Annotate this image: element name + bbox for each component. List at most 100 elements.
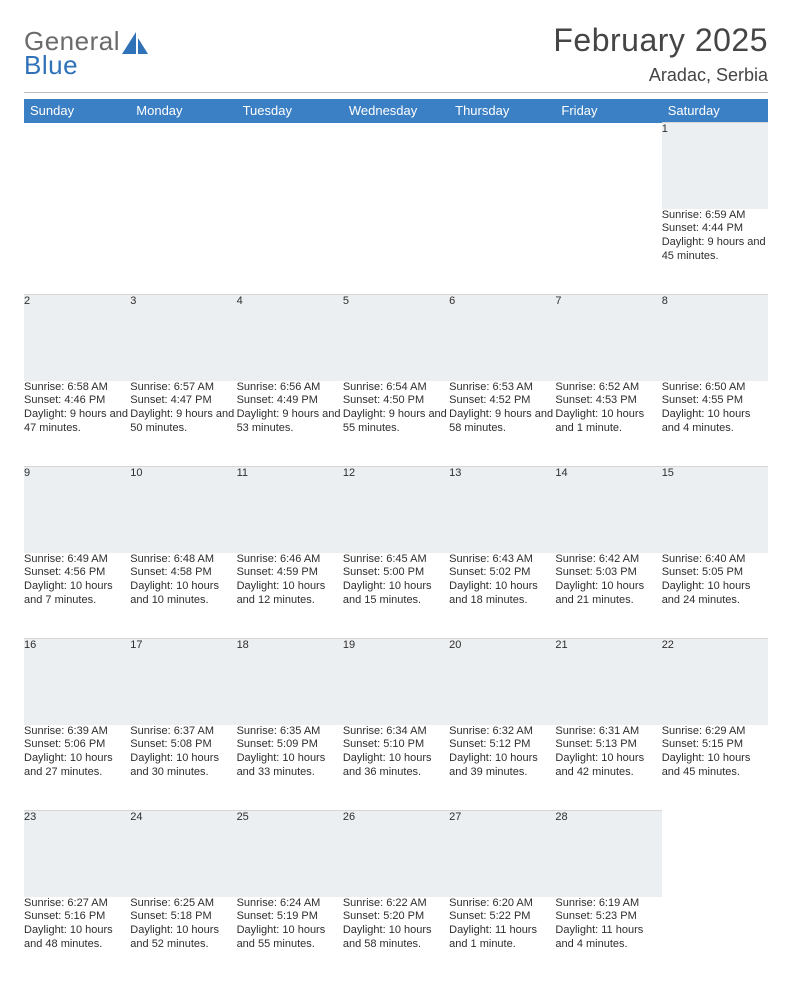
- day-details-cell: Sunrise: 6:59 AMSunset: 4:44 PMDaylight:…: [662, 209, 768, 295]
- details-row: Sunrise: 6:58 AMSunset: 4:46 PMDaylight:…: [24, 381, 768, 467]
- sunset-line: Sunset: 5:19 PM: [237, 910, 343, 924]
- header-divider: [24, 92, 768, 93]
- daynum-row: 9101112131415: [24, 467, 768, 553]
- sunrise-line: Sunrise: 6:29 AM: [662, 725, 768, 739]
- daylight-line: Daylight: 9 hours and 50 minutes.: [130, 408, 236, 436]
- day-number-cell: 9: [24, 467, 130, 553]
- calendar-page: General Blue February 2025 Aradac, Serbi…: [0, 0, 792, 995]
- day-details-cell: Sunrise: 6:57 AMSunset: 4:47 PMDaylight:…: [130, 381, 236, 467]
- sunrise-line: Sunrise: 6:24 AM: [237, 897, 343, 911]
- daynum-row: 1: [24, 123, 768, 209]
- day-details-cell: Sunrise: 6:22 AMSunset: 5:20 PMDaylight:…: [343, 897, 449, 983]
- day-number-cell: 18: [237, 639, 343, 725]
- day-number-cell: 10: [130, 467, 236, 553]
- daylight-line: Daylight: 10 hours and 52 minutes.: [130, 924, 236, 952]
- sunset-line: Sunset: 5:16 PM: [24, 910, 130, 924]
- day-details-cell: [662, 897, 768, 983]
- calendar-thead: Sunday Monday Tuesday Wednesday Thursday…: [24, 99, 768, 123]
- sunset-line: Sunset: 4:44 PM: [662, 222, 768, 236]
- daynum-row: 232425262728: [24, 811, 768, 897]
- day-details-cell: [343, 209, 449, 295]
- daynum-row: 2345678: [24, 295, 768, 381]
- day-number-cell: [24, 123, 130, 209]
- daylight-line: Daylight: 10 hours and 48 minutes.: [24, 924, 130, 952]
- daylight-line: Daylight: 10 hours and 55 minutes.: [237, 924, 343, 952]
- daylight-line: Daylight: 10 hours and 45 minutes.: [662, 752, 768, 780]
- sunset-line: Sunset: 4:58 PM: [130, 566, 236, 580]
- sunset-line: Sunset: 5:15 PM: [662, 738, 768, 752]
- weekday-header: Thursday: [449, 99, 555, 123]
- day-number-cell: [555, 123, 661, 209]
- day-details-cell: [130, 209, 236, 295]
- header: General Blue February 2025 Aradac, Serbi…: [24, 22, 768, 86]
- day-details-cell: Sunrise: 6:52 AMSunset: 4:53 PMDaylight:…: [555, 381, 661, 467]
- day-number-cell: [662, 811, 768, 897]
- month-title: February 2025: [553, 22, 768, 59]
- day-number-cell: 28: [555, 811, 661, 897]
- details-row: Sunrise: 6:27 AMSunset: 5:16 PMDaylight:…: [24, 897, 768, 983]
- daylight-line: Daylight: 10 hours and 33 minutes.: [237, 752, 343, 780]
- day-details-cell: [24, 209, 130, 295]
- sail-icon: [122, 32, 150, 56]
- day-details-cell: Sunrise: 6:34 AMSunset: 5:10 PMDaylight:…: [343, 725, 449, 811]
- sunrise-line: Sunrise: 6:58 AM: [24, 381, 130, 395]
- sunset-line: Sunset: 4:49 PM: [237, 394, 343, 408]
- sunrise-line: Sunrise: 6:52 AM: [555, 381, 661, 395]
- day-number-cell: 5: [343, 295, 449, 381]
- day-number-cell: 6: [449, 295, 555, 381]
- daynum-row: 16171819202122: [24, 639, 768, 725]
- day-number-cell: 13: [449, 467, 555, 553]
- sunrise-line: Sunrise: 6:42 AM: [555, 553, 661, 567]
- sunrise-line: Sunrise: 6:22 AM: [343, 897, 449, 911]
- weekday-header: Sunday: [24, 99, 130, 123]
- day-details-cell: Sunrise: 6:42 AMSunset: 5:03 PMDaylight:…: [555, 553, 661, 639]
- day-number-cell: 22: [662, 639, 768, 725]
- details-row: Sunrise: 6:49 AMSunset: 4:56 PMDaylight:…: [24, 553, 768, 639]
- day-number-cell: 4: [237, 295, 343, 381]
- day-number-cell: [449, 123, 555, 209]
- details-row: Sunrise: 6:39 AMSunset: 5:06 PMDaylight:…: [24, 725, 768, 811]
- day-number-cell: 15: [662, 467, 768, 553]
- daylight-line: Daylight: 10 hours and 12 minutes.: [237, 580, 343, 608]
- day-details-cell: Sunrise: 6:58 AMSunset: 4:46 PMDaylight:…: [24, 381, 130, 467]
- daylight-line: Daylight: 10 hours and 27 minutes.: [24, 752, 130, 780]
- sunrise-line: Sunrise: 6:37 AM: [130, 725, 236, 739]
- day-details-cell: Sunrise: 6:49 AMSunset: 4:56 PMDaylight:…: [24, 553, 130, 639]
- day-number-cell: 7: [555, 295, 661, 381]
- day-number-cell: 2: [24, 295, 130, 381]
- sunrise-line: Sunrise: 6:32 AM: [449, 725, 555, 739]
- day-number-cell: 12: [343, 467, 449, 553]
- sunrise-line: Sunrise: 6:45 AM: [343, 553, 449, 567]
- weekday-header: Wednesday: [343, 99, 449, 123]
- day-details-cell: Sunrise: 6:43 AMSunset: 5:02 PMDaylight:…: [449, 553, 555, 639]
- day-details-cell: Sunrise: 6:46 AMSunset: 4:59 PMDaylight:…: [237, 553, 343, 639]
- sunrise-line: Sunrise: 6:54 AM: [343, 381, 449, 395]
- daylight-line: Daylight: 10 hours and 4 minutes.: [662, 408, 768, 436]
- sunset-line: Sunset: 5:06 PM: [24, 738, 130, 752]
- weekday-header: Tuesday: [237, 99, 343, 123]
- day-details-cell: Sunrise: 6:35 AMSunset: 5:09 PMDaylight:…: [237, 725, 343, 811]
- day-number-cell: 8: [662, 295, 768, 381]
- sunset-line: Sunset: 5:09 PM: [237, 738, 343, 752]
- sunrise-line: Sunrise: 6:27 AM: [24, 897, 130, 911]
- calendar-table: Sunday Monday Tuesday Wednesday Thursday…: [24, 99, 768, 983]
- day-details-cell: [449, 209, 555, 295]
- day-number-cell: 11: [237, 467, 343, 553]
- day-number-cell: 21: [555, 639, 661, 725]
- day-number-cell: 19: [343, 639, 449, 725]
- weekday-header: Saturday: [662, 99, 768, 123]
- day-number-cell: 26: [343, 811, 449, 897]
- day-number-cell: 20: [449, 639, 555, 725]
- weekday-header: Friday: [555, 99, 661, 123]
- sunrise-line: Sunrise: 6:25 AM: [130, 897, 236, 911]
- weekday-header-row: Sunday Monday Tuesday Wednesday Thursday…: [24, 99, 768, 123]
- day-details-cell: Sunrise: 6:54 AMSunset: 4:50 PMDaylight:…: [343, 381, 449, 467]
- sunset-line: Sunset: 4:53 PM: [555, 394, 661, 408]
- sunrise-line: Sunrise: 6:49 AM: [24, 553, 130, 567]
- sunrise-line: Sunrise: 6:53 AM: [449, 381, 555, 395]
- logo: General Blue: [24, 28, 150, 78]
- daylight-line: Daylight: 9 hours and 53 minutes.: [237, 408, 343, 436]
- daylight-line: Daylight: 10 hours and 15 minutes.: [343, 580, 449, 608]
- day-details-cell: Sunrise: 6:25 AMSunset: 5:18 PMDaylight:…: [130, 897, 236, 983]
- sunset-line: Sunset: 5:22 PM: [449, 910, 555, 924]
